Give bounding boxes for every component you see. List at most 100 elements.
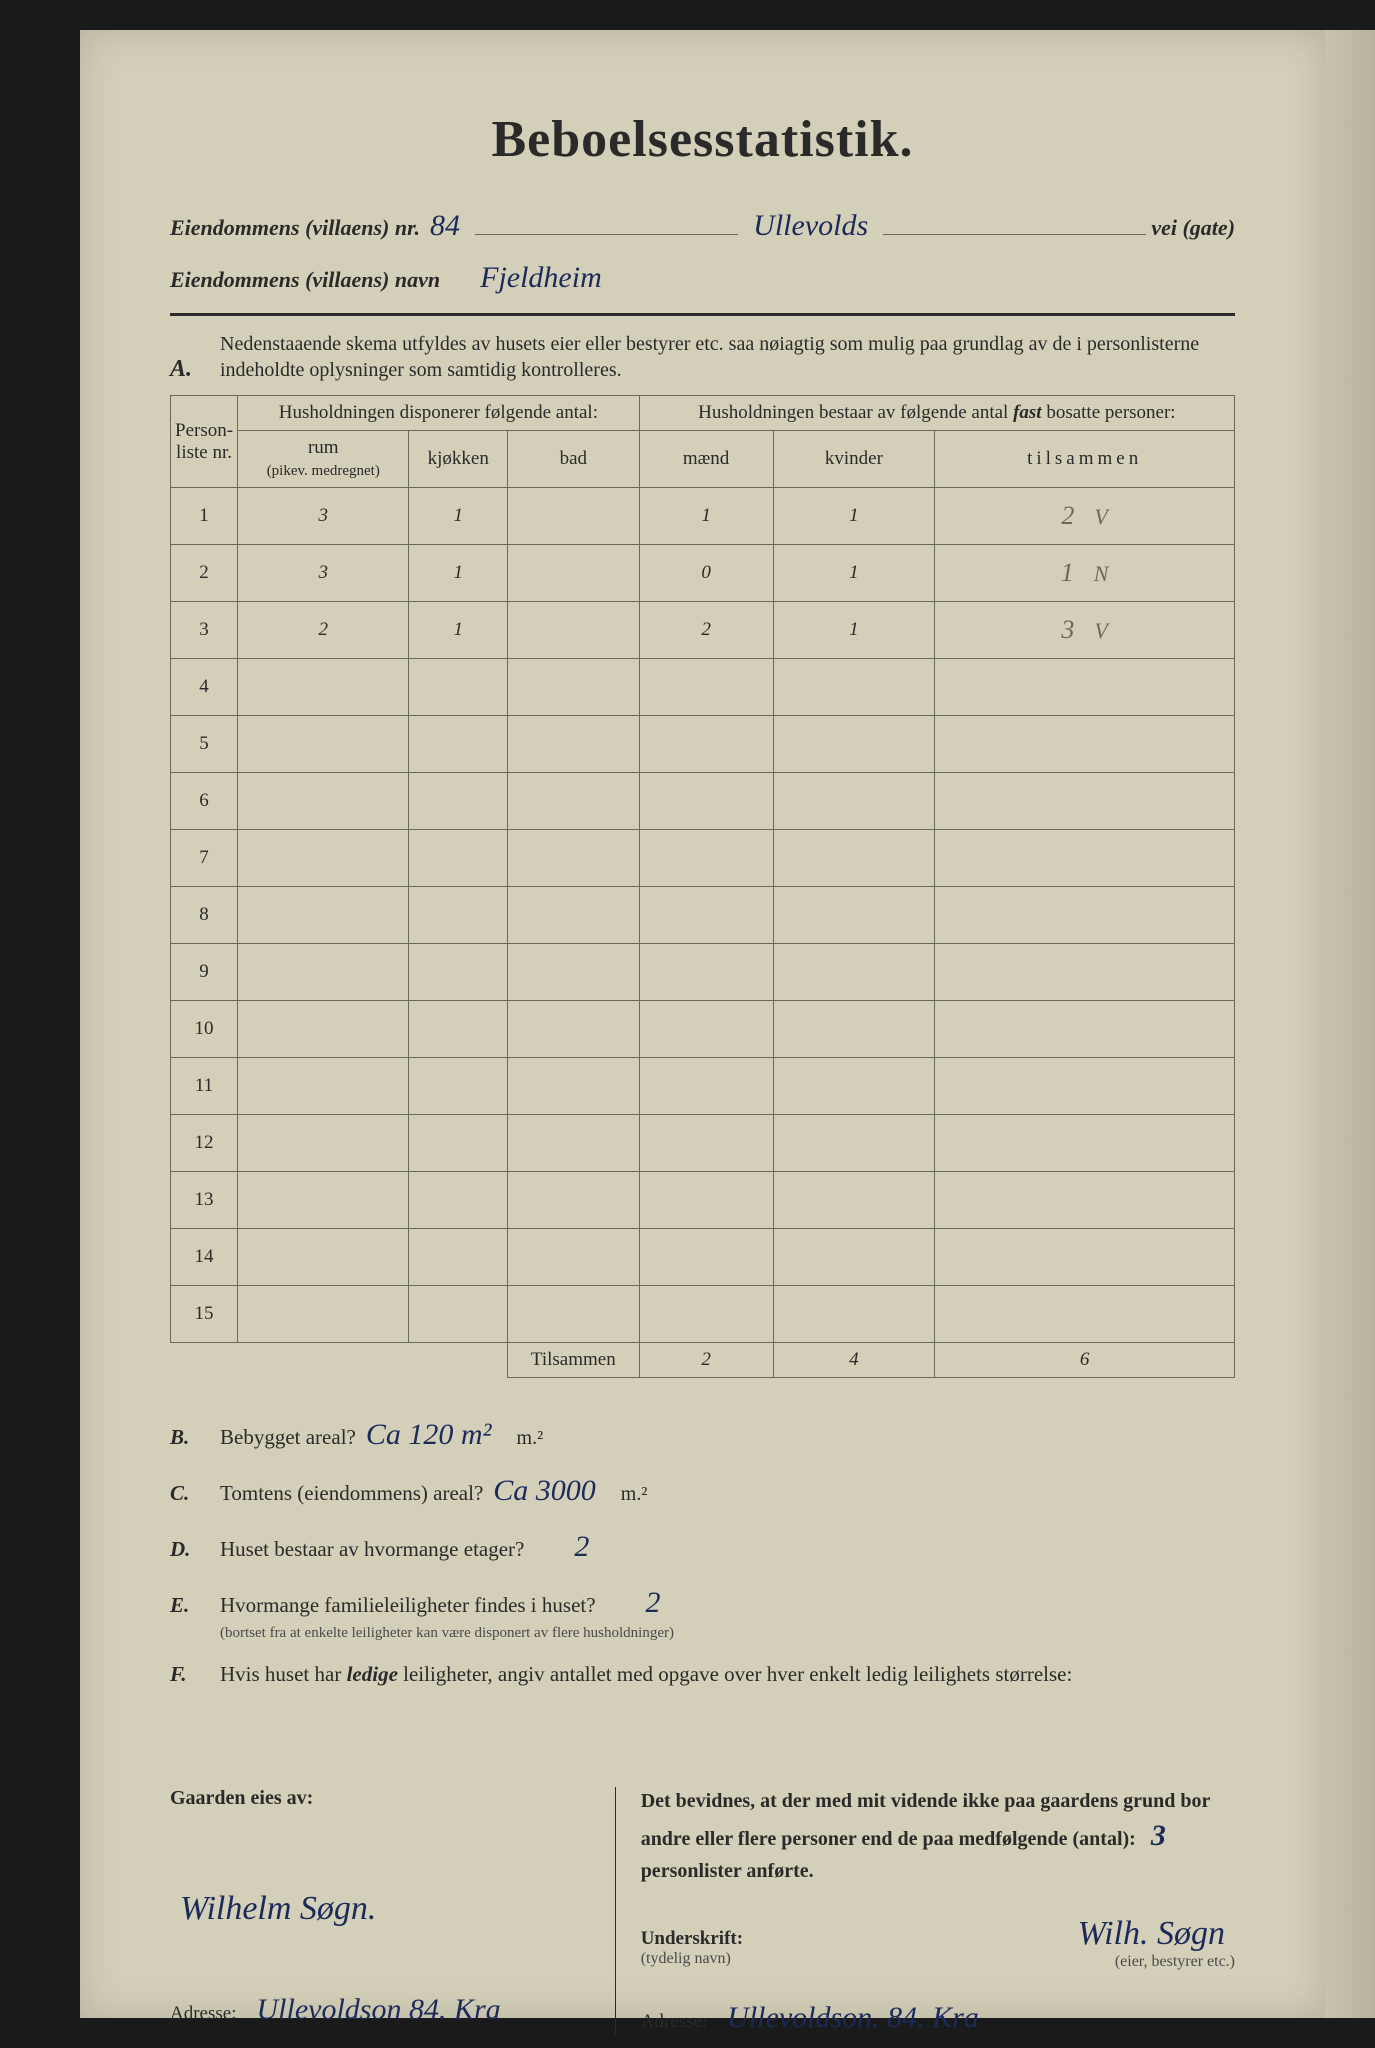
cell-kvinder <box>773 1172 935 1229</box>
cell-rum <box>238 1001 409 1058</box>
col-group-left: Husholdningen disponerer følgende antal: <box>238 396 640 431</box>
total-kvinder: 4 <box>773 1343 935 1378</box>
cell-kjokken <box>409 773 508 830</box>
cell-tilsammen <box>935 1115 1235 1172</box>
row-number: 8 <box>171 887 238 944</box>
cell-maend: 1 <box>639 488 773 545</box>
property-number-label: Eiendommens (villaens) nr. <box>170 215 420 241</box>
census-table: Person-liste nr. Husholdningen disponere… <box>170 395 1235 1378</box>
cell-kvinder <box>773 944 935 1001</box>
cell-bad <box>508 602 640 659</box>
cell-maend <box>639 1172 773 1229</box>
question-c: C. Tomtens (eiendommens) areal? Ca 3000 … <box>170 1474 1235 1508</box>
cell-tilsammen <box>935 659 1235 716</box>
signature-role: (eier, bestyrer etc.) <box>1068 1953 1235 1971</box>
question-e: E. Hvormange familieleiligheter findes i… <box>170 1586 1235 1620</box>
cell-rum: 3 <box>238 545 409 602</box>
cell-maend <box>639 716 773 773</box>
cell-maend <box>639 1058 773 1115</box>
cell-bad <box>508 1001 640 1058</box>
cell-rum: 3 <box>238 488 409 545</box>
cell-tilsammen: 3V <box>935 602 1235 659</box>
question-f: F. Hvis huset har ledige leiligheter, an… <box>170 1662 1235 1687</box>
table-row: 14 <box>171 1229 1235 1286</box>
attestation-text: Det bevidnes, at der med mit vidende ikk… <box>641 1787 1235 1885</box>
cell-kjokken <box>409 716 508 773</box>
row-number: 11 <box>171 1058 238 1115</box>
table-row: 9 <box>171 944 1235 1001</box>
signature-value: Wilh. Søgn <box>1068 1915 1235 1953</box>
totals-label: Tilsammen <box>508 1343 640 1378</box>
col-bad: bad <box>508 431 640 488</box>
question-b: B. Bebygget areal? Ca 120 m² m.² <box>170 1418 1235 1452</box>
attestation-count: 3 <box>1141 1819 1176 1852</box>
row-number: 9 <box>171 944 238 1001</box>
answer-b: Ca 120 m² <box>356 1418 502 1452</box>
cell-bad <box>508 1115 640 1172</box>
header-line-1: Eiendommens (villaens) nr. 84 Ullevolds … <box>170 209 1235 243</box>
cell-kvinder: 1 <box>773 545 935 602</box>
table-row: 10 <box>171 1001 1235 1058</box>
cell-kjokken <box>409 1058 508 1115</box>
row-number: 10 <box>171 1001 238 1058</box>
row-number: 13 <box>171 1172 238 1229</box>
cell-kjokken <box>409 1286 508 1343</box>
questions-section: B. Bebygget areal? Ca 120 m² m.² C. Tomt… <box>170 1418 1235 1687</box>
cell-kvinder: 1 <box>773 602 935 659</box>
col-personliste: Person-liste nr. <box>171 396 238 488</box>
cell-rum <box>238 716 409 773</box>
cell-tilsammen <box>935 1172 1235 1229</box>
row-number: 6 <box>171 773 238 830</box>
street-suffix-label: vei (gate) <box>1151 215 1235 241</box>
cell-kjokken <box>409 1229 508 1286</box>
table-row: 13 <box>171 1172 1235 1229</box>
cell-bad <box>508 659 640 716</box>
total-maend: 2 <box>639 1343 773 1378</box>
signature-sublabel: (tydelig navn) <box>641 1950 743 1968</box>
cell-maend <box>639 887 773 944</box>
cell-bad <box>508 1172 640 1229</box>
bottom-section: Gaarden eies av: Wilhelm Søgn. Adresse: … <box>170 1787 1235 2035</box>
signature-label: Underskrift: <box>641 1928 743 1950</box>
cell-tilsammen: 2V <box>935 488 1235 545</box>
row-number: 4 <box>171 659 238 716</box>
cell-kjokken <box>409 944 508 1001</box>
cell-kvinder <box>773 1058 935 1115</box>
cell-maend <box>639 830 773 887</box>
col-tilsammen: tilsammen <box>935 431 1235 488</box>
col-group-right: Husholdningen bestaar av følgende antal … <box>639 396 1234 431</box>
header-line-2: Eiendommens (villaens) navn Fjeldheim <box>170 261 1235 295</box>
cell-bad <box>508 773 640 830</box>
cell-kvinder <box>773 887 935 944</box>
row-number: 5 <box>171 716 238 773</box>
cell-tilsammen <box>935 1058 1235 1115</box>
row-number: 3 <box>171 602 238 659</box>
cell-rum <box>238 659 409 716</box>
cell-kjokken: 1 <box>409 545 508 602</box>
property-name-value: Fjeldheim <box>470 261 612 295</box>
cell-bad <box>508 887 640 944</box>
cell-rum <box>238 1286 409 1343</box>
cell-tilsammen <box>935 830 1235 887</box>
cell-kjokken <box>409 1001 508 1058</box>
answer-c: Ca 3000 <box>483 1474 606 1508</box>
cell-maend <box>639 1286 773 1343</box>
cell-kjokken <box>409 1115 508 1172</box>
row-number: 15 <box>171 1286 238 1343</box>
owner-address-label: Adresse: <box>170 2003 236 2025</box>
cell-tilsammen: 1N <box>935 545 1235 602</box>
cell-bad <box>508 1286 640 1343</box>
table-row: 11 <box>171 1058 1235 1115</box>
cell-kvinder <box>773 1001 935 1058</box>
section-a-letter: A. <box>170 356 220 383</box>
property-name-label: Eiendommens (villaens) navn <box>170 267 440 293</box>
cell-rum <box>238 830 409 887</box>
table-row: 6 <box>171 773 1235 830</box>
total-tilsammen: 6 <box>935 1343 1235 1378</box>
cell-kvinder <box>773 716 935 773</box>
signature-address-label: Adresse: <box>641 2011 707 2033</box>
question-e-subtext: (bortset fra at enkelte leiligheter kan … <box>220 1624 1235 1642</box>
cell-tilsammen <box>935 1229 1235 1286</box>
cell-rum <box>238 1115 409 1172</box>
answer-d: 2 <box>564 1530 599 1564</box>
